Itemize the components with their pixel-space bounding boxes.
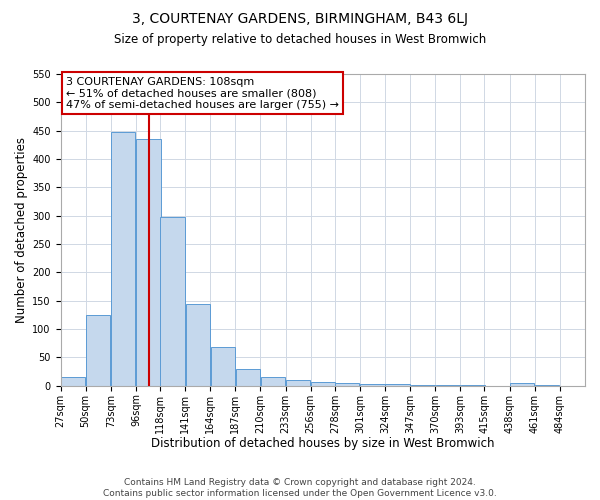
X-axis label: Distribution of detached houses by size in West Bromwich: Distribution of detached houses by size … <box>151 437 494 450</box>
Bar <box>385 384 410 386</box>
Bar <box>286 380 310 386</box>
Bar <box>136 139 161 386</box>
Bar <box>335 383 359 386</box>
Bar <box>361 384 385 386</box>
Text: Size of property relative to detached houses in West Bromwich: Size of property relative to detached ho… <box>114 32 486 46</box>
Text: Contains HM Land Registry data © Crown copyright and database right 2024.
Contai: Contains HM Land Registry data © Crown c… <box>103 478 497 498</box>
Bar <box>61 378 85 386</box>
Text: 3 COURTENAY GARDENS: 108sqm
← 51% of detached houses are smaller (808)
47% of se: 3 COURTENAY GARDENS: 108sqm ← 51% of det… <box>66 77 339 110</box>
Bar <box>211 348 235 386</box>
Bar <box>410 384 435 386</box>
Bar <box>261 378 285 386</box>
Bar <box>311 382 335 386</box>
Bar <box>236 369 260 386</box>
Bar <box>111 132 136 386</box>
Text: 3, COURTENAY GARDENS, BIRMINGHAM, B43 6LJ: 3, COURTENAY GARDENS, BIRMINGHAM, B43 6L… <box>132 12 468 26</box>
Y-axis label: Number of detached properties: Number of detached properties <box>15 137 28 323</box>
Bar <box>86 315 110 386</box>
Bar <box>185 304 210 386</box>
Bar <box>510 383 534 386</box>
Bar <box>160 218 185 386</box>
